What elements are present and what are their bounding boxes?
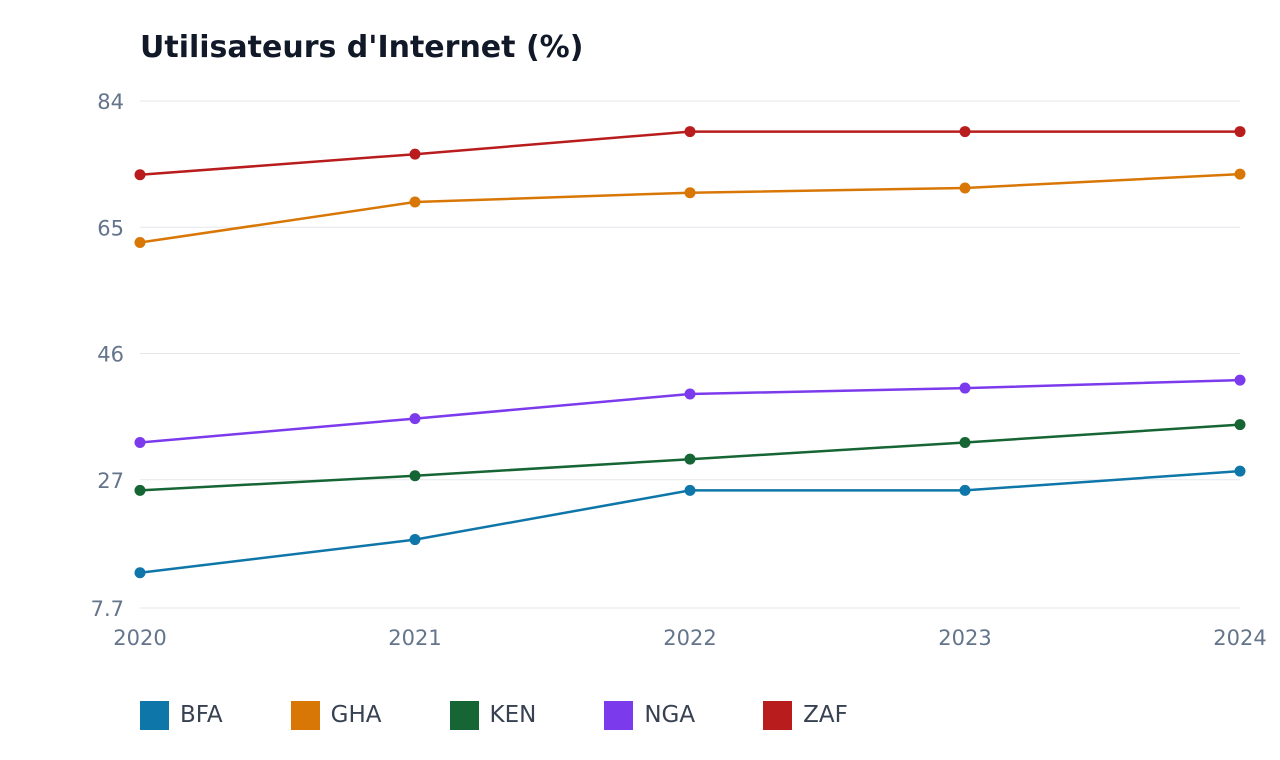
legend-label: ZAF xyxy=(803,702,848,728)
data-point-zaf xyxy=(959,126,971,138)
x-tick-label: 2020 xyxy=(113,626,166,650)
data-point-gha xyxy=(959,182,971,194)
x-tick-label: 2023 xyxy=(938,626,991,650)
data-point-gha xyxy=(1234,168,1246,180)
series-line-gha xyxy=(138,172,1242,244)
data-point-gha xyxy=(409,196,421,208)
legend-swatch xyxy=(449,700,479,730)
data-point-nga xyxy=(409,413,421,425)
data-point-ken xyxy=(959,437,971,449)
data-point-ken xyxy=(684,453,696,465)
y-tick-label: 27 xyxy=(97,469,124,493)
data-point-bfa xyxy=(409,534,421,546)
data-point-zaf xyxy=(1234,126,1246,138)
data-point-bfa xyxy=(1234,465,1246,477)
x-tick-label: 2021 xyxy=(388,626,441,650)
data-point-bfa xyxy=(684,484,696,496)
legend-item-zaf: ZAF xyxy=(763,700,848,730)
legend-swatch xyxy=(140,700,169,730)
legend-item-bfa: BFA xyxy=(140,700,223,730)
legend: BFA GHA KEN NGA ZAF xyxy=(140,699,916,731)
data-point-nga xyxy=(684,388,696,400)
legend-item-nga: NGA xyxy=(604,700,696,730)
gridlines xyxy=(140,100,1240,609)
plot-area: 84 65 46 27 7.7 2020 2021 2022 2023 2024 xyxy=(91,90,1267,650)
series-line-zaf xyxy=(138,130,1242,177)
y-tick-label: 46 xyxy=(97,343,124,367)
data-point-zaf xyxy=(684,126,696,138)
y-tick-label: 84 xyxy=(97,90,124,114)
legend-label: KEN xyxy=(489,702,537,728)
chart-title: Utilisateurs d'Internet (%) xyxy=(140,30,584,65)
legend-label: NGA xyxy=(644,702,696,728)
legend-swatch xyxy=(763,700,793,730)
legend-swatch xyxy=(290,700,320,730)
data-point-gha xyxy=(684,187,696,199)
data-point-ken xyxy=(134,484,146,496)
data-point-zaf xyxy=(409,148,421,160)
data-point-ken xyxy=(1234,419,1246,431)
legend-item-ken: KEN xyxy=(449,700,537,730)
y-tick-label: 7.7 xyxy=(91,597,124,621)
legend-label: BFA xyxy=(180,702,223,728)
legend-item-gha: GHA xyxy=(290,700,382,730)
data-point-nga xyxy=(959,382,971,394)
legend-label: GHA xyxy=(330,702,382,728)
x-tick-label: 2024 xyxy=(1213,626,1266,650)
y-tick-label: 65 xyxy=(97,216,124,240)
data-point-bfa xyxy=(959,484,971,496)
x-tick-label: 2022 xyxy=(663,626,716,650)
y-axis-ticks: 84 65 46 27 7.7 xyxy=(91,90,124,621)
data-points xyxy=(134,126,1246,579)
data-point-zaf xyxy=(134,169,146,181)
data-point-nga xyxy=(134,437,146,449)
x-axis-ticks: 2020 2021 2022 2023 2024 xyxy=(113,626,1266,650)
data-point-bfa xyxy=(134,567,146,579)
data-point-gha xyxy=(134,237,146,249)
data-point-ken xyxy=(409,470,421,482)
data-point-nga xyxy=(1234,374,1246,386)
legend-swatch xyxy=(604,700,634,730)
